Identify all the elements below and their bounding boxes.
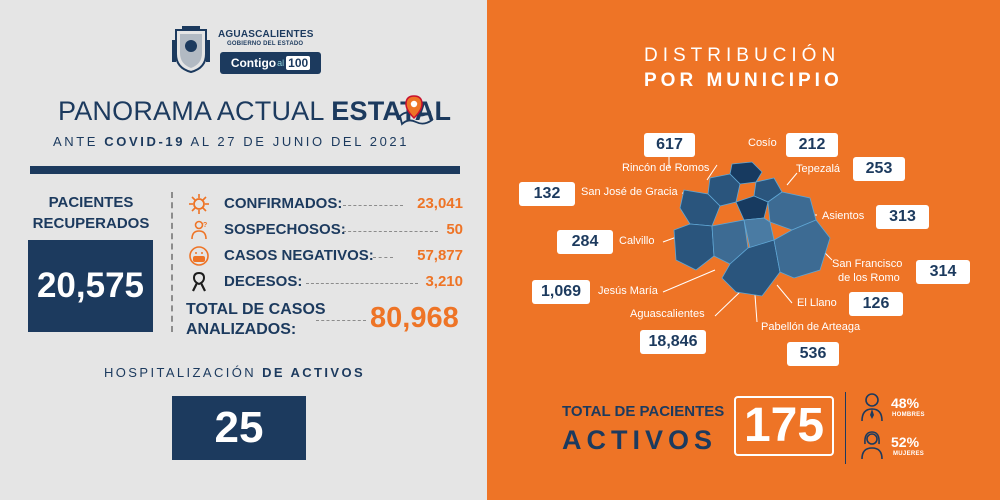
dashed-leader [316, 320, 366, 321]
hospitalization-value: 25 [172, 396, 306, 460]
page-title: PANORAMA ACTUAL ESTATAL [58, 96, 451, 127]
map-region-san-francisco [743, 217, 775, 249]
slogan-part-3: 100 [286, 56, 311, 70]
man-icon [861, 393, 883, 422]
municipality-name-san-jose: San José de Gracia [581, 186, 678, 198]
recovered-label-line-2: RECUPERADOS [32, 215, 150, 232]
municipality-name-san-francisco: San Francisco [832, 258, 903, 270]
map-region-calvillo [673, 223, 715, 271]
hospitalization-label-part-2: DE ACTIVOS [262, 365, 366, 380]
municipality-value-rincon: 617 [644, 133, 695, 157]
stat-label: CASOS NEGATIVOS: [224, 247, 374, 264]
municipality-name-pabellon: Pabellón de Arteaga [761, 321, 861, 333]
slogan-badge: Contigo al 100 [220, 52, 321, 74]
total-label-line-1: TOTAL DE CASOS [186, 301, 326, 318]
municipality-value-calvillo: 284 [557, 230, 613, 254]
dashed-separator [171, 192, 173, 332]
report-date-part-3: AL 27 DE JUNIO DEL 2021 [185, 134, 410, 149]
recovered-label-line-1: PACIENTES [48, 194, 134, 211]
stat-row-confirmed: CONFIRMADOS: 23,041 [188, 193, 463, 215]
municipality-value-cosio: 212 [786, 133, 838, 157]
map-region-pabellon [735, 195, 769, 221]
municipality-value-san-jose: 132 [519, 182, 575, 206]
municipality-value-tepezala: 253 [853, 157, 905, 181]
government-name: AGUASCALIENTES [218, 29, 314, 40]
municipality-value-asientos: 313 [876, 205, 929, 229]
municipality-name-cosio: Cosío [748, 137, 777, 149]
municipality-name-calvillo: Calvillo [619, 235, 655, 247]
face-mask-icon [189, 246, 209, 266]
stat-label: SOSPECHOSOS: [224, 221, 346, 238]
stat-row-deaths: DECESOS: 3,210 [188, 271, 463, 293]
municipality-value-aguascalientes: 18,846 [640, 330, 706, 354]
map-pin-icon [399, 95, 434, 126]
men-label: HOMBRES [892, 412, 925, 418]
municipality-name-jesus-maria: Jesús María [598, 285, 658, 297]
municipalities-map [673, 161, 831, 297]
hospitalization-label-part-1: HOSPITALIZACIÓN [104, 365, 263, 380]
municipality-value-san-francisco: 314 [916, 260, 970, 284]
men-percentage: 48% [891, 395, 920, 411]
report-date-part-1: ANTE [53, 134, 105, 149]
municipality-value-el-llano: 126 [849, 292, 903, 316]
recovered-value: 20,575 [28, 240, 153, 332]
state-crest-logo [172, 26, 210, 74]
virus-icon [189, 194, 209, 214]
dashed-leader [306, 283, 418, 284]
stat-label: CONFIRMADOS: [224, 195, 343, 212]
report-date-part-2: COVID-19 [104, 134, 186, 149]
active-patients-value: 175 [743, 398, 825, 452]
ribbon-icon [192, 271, 206, 292]
map-region-el-llano [773, 219, 831, 279]
government-subtitle: GOBIERNO DEL ESTADO [227, 41, 304, 47]
dashed-leader [373, 257, 393, 258]
vertical-divider [845, 392, 846, 464]
map-region-aguascalientes [721, 239, 781, 297]
distribution-title-line-2: POR MUNICIPIO [644, 70, 843, 91]
stat-row-negative: CASOS NEGATIVOS: 57,877 [188, 245, 463, 267]
hospitalization-label: HOSPITALIZACIÓN DE ACTIVOS [104, 365, 365, 380]
municipality-name-aguascalientes: Aguascalientes [630, 308, 705, 320]
dashed-leader [343, 205, 403, 206]
svg-text:?: ? [203, 222, 207, 229]
left-panel: AGUASCALIENTES GOBIERNO DEL ESTADO Conti… [0, 0, 487, 500]
active-patients-label-line-1: TOTAL DE PACIENTES [562, 403, 725, 420]
municipality-value-jesus-maria: 1,069 [532, 280, 590, 304]
suspect-icon: ? [191, 220, 207, 240]
stat-row-suspected: ? SOSPECHOSOS: 50 [188, 219, 463, 241]
active-patients-frame [734, 396, 834, 456]
municipality-value-pabellon: 536 [787, 342, 839, 366]
slogan-part-1: Contigo [230, 56, 277, 70]
divider-bar [30, 166, 460, 174]
stat-value: 57,877 [417, 247, 463, 264]
women-percentage: 52% [891, 434, 920, 450]
women-label: MUJERES [893, 451, 925, 457]
distribution-title-line-1: DISTRIBUCIÓN [644, 45, 841, 66]
slogan-part-2: al [277, 58, 285, 68]
municipality-name-asientos: Asientos [822, 210, 865, 222]
stat-label: DECESOS: [224, 273, 303, 290]
stat-value: 50 [446, 221, 463, 238]
municipality-name-el-llano: El Llano [797, 297, 837, 309]
total-analyzed-value: 80,968 [370, 302, 459, 334]
page-title-part-1: PANORAMA ACTUAL [58, 96, 332, 126]
recovered-label: PACIENTES RECUPERADOS [28, 192, 154, 234]
woman-icon [861, 431, 883, 460]
municipality-name-rincon: Rincón de Romos [622, 162, 710, 174]
municipality-name-tepezala: Tepezalá [796, 163, 841, 175]
active-patients-label-line-2: ACTIVOS [562, 425, 718, 455]
municipality-name-san-francisco-line-2: de los Romo [838, 272, 900, 284]
total-analyzed-label: TOTAL DE CASOS ANALIZADOS: [186, 300, 326, 340]
total-label-line-2: ANALIZADOS: [186, 321, 297, 338]
stat-value: 23,041 [417, 195, 463, 212]
report-date: ANTE COVID-19 AL 27 DE JUNIO DEL 2021 [53, 134, 409, 149]
dashed-leader [343, 231, 438, 232]
stat-value: 3,210 [425, 273, 463, 290]
